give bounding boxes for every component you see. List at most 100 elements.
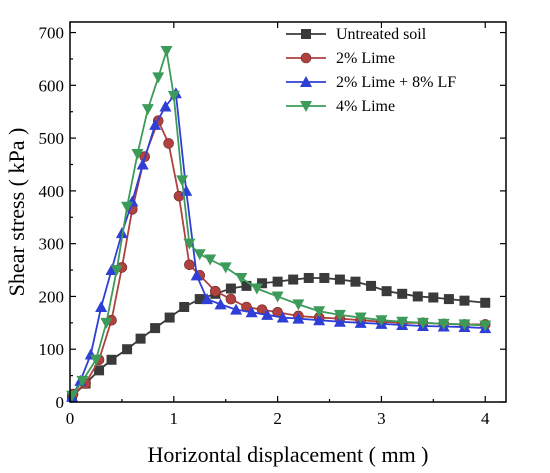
data-point (333, 309, 346, 321)
data-point (397, 288, 408, 299)
data-point (459, 295, 470, 306)
legend: Untreated soil 2% Lime 2% Lime + 8% LF 4% L… (286, 26, 456, 115)
series-3 (66, 46, 492, 402)
data-point (167, 90, 180, 102)
data-point (115, 227, 128, 239)
data-point (271, 291, 284, 303)
data-point (141, 104, 154, 116)
legend-item: 2% Lime (286, 50, 395, 67)
data-point (350, 276, 361, 287)
data-point (288, 274, 299, 285)
data-point (110, 265, 123, 277)
y-tick-label: 600 (39, 76, 65, 95)
data-point (437, 318, 450, 330)
data-point (396, 316, 409, 328)
data-point (214, 298, 227, 310)
data-point (319, 272, 330, 283)
data-point (76, 375, 89, 387)
data-point (179, 302, 190, 312)
y-tick-label: 400 (39, 182, 65, 201)
data-point (160, 46, 173, 58)
legend-item: 2% Lime + 8% LF (286, 74, 456, 91)
data-point (150, 323, 161, 334)
legend-label: 2% Lime (336, 50, 395, 67)
series-2 (66, 87, 492, 402)
x-axis-title: Horizontal displacement ( mm ) (147, 442, 428, 467)
data-point (257, 278, 268, 289)
legend-marker (300, 52, 312, 64)
data-point (100, 317, 113, 329)
data-point (89, 354, 102, 366)
data-point (292, 299, 305, 311)
data-point (201, 293, 214, 305)
y-tick-label: 0 (56, 393, 65, 412)
data-point (250, 283, 263, 295)
data-point (334, 274, 345, 285)
data-point (412, 291, 423, 302)
y-tick-label: 300 (39, 235, 65, 254)
data-point (121, 201, 134, 213)
data-point (190, 269, 203, 281)
data-point (193, 249, 206, 261)
data-point (230, 303, 243, 315)
data-point (66, 390, 79, 402)
data-point (333, 315, 346, 327)
plot-frame (69, 21, 507, 403)
data-point (183, 238, 196, 250)
x-tick-label: 4 (481, 409, 490, 428)
data-point (164, 312, 175, 323)
data-point (122, 344, 133, 355)
legend-item: 4% Lime (286, 98, 395, 115)
data-point (354, 312, 367, 324)
data-point (366, 280, 377, 291)
data-point (480, 297, 491, 308)
data-point (261, 308, 274, 320)
data-point (292, 312, 305, 324)
data-point (136, 158, 149, 170)
y-tick-label: 700 (39, 24, 65, 43)
y-tick-label: 100 (39, 340, 65, 359)
y-tick-label: 200 (39, 287, 65, 306)
data-point (276, 311, 289, 323)
data-point (245, 306, 258, 318)
data-point (272, 276, 283, 287)
y-axis-title: Shear stress ( kPa ) (4, 128, 29, 297)
legend-item: Untreated soil (286, 26, 427, 43)
data-point (381, 286, 392, 297)
data-point (105, 264, 118, 276)
data-point (416, 317, 429, 329)
data-point (176, 175, 189, 187)
series-line (72, 118, 486, 395)
data-point (163, 138, 174, 149)
data-point (479, 320, 492, 332)
data-point (313, 314, 326, 326)
data-point (458, 319, 471, 331)
axes: 0 1 2 3 4 0 100 200 300 400 500 600 700 (39, 21, 507, 428)
data-point (225, 293, 237, 305)
series-line (71, 277, 486, 398)
legend-marker (301, 29, 311, 39)
series-line (71, 90, 486, 398)
x-tick-label: 3 (377, 409, 386, 428)
series-1 (67, 115, 491, 400)
legend-label: 2% Lime + 8% LF (336, 74, 456, 91)
plot-area (66, 46, 492, 402)
data-point (159, 100, 172, 112)
legend-label: Untreated soil (336, 26, 427, 43)
data-point (428, 292, 439, 303)
legend-label: 4% Lime (336, 98, 395, 115)
legend-marker (300, 76, 312, 87)
data-point (235, 272, 248, 284)
data-point (106, 354, 117, 365)
data-point (149, 118, 162, 130)
data-point (95, 301, 108, 312)
data-point (219, 262, 232, 274)
data-point (131, 148, 144, 160)
data-point (94, 365, 105, 376)
x-tick-label: 2 (273, 409, 282, 428)
data-point (375, 315, 388, 327)
data-point (135, 333, 146, 344)
data-point (184, 259, 195, 271)
